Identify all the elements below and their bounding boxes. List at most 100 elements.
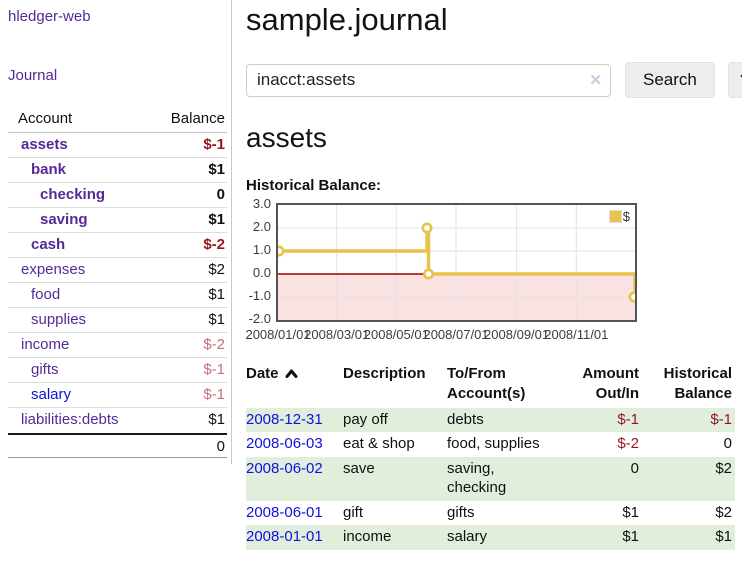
y-tick: -2.0 xyxy=(248,311,271,326)
clear-search-icon[interactable]: ✕ xyxy=(589,71,602,89)
transaction-description: pay off xyxy=(343,410,388,428)
x-tick: 2008/09/01 xyxy=(484,327,550,342)
transaction-date-link[interactable]: 2008-06-03 xyxy=(246,435,323,453)
search-box: ✕ xyxy=(246,63,611,97)
y-tick: 0.0 xyxy=(252,265,271,280)
accounts-table-header: Account Balance xyxy=(8,108,227,133)
register-header-row: Date Description To/From Account(s) Amou… xyxy=(246,362,735,408)
account-row-income: income $-2 xyxy=(8,333,227,358)
account-link-gifts[interactable]: gifts xyxy=(31,361,59,378)
data-point-markers xyxy=(278,222,635,303)
search-form: ✕ Search ? xyxy=(246,62,742,98)
account-balance: $1 xyxy=(208,211,225,228)
register-row[interactable]: 2008-06-02 save saving, checking 0 $2 xyxy=(246,457,735,501)
description-column-header: Description xyxy=(343,365,426,382)
search-input[interactable] xyxy=(246,63,611,97)
account-row-liabilities-debts: liabilities:debts $1 xyxy=(8,408,227,433)
help-button[interactable]: ? xyxy=(727,62,742,98)
search-button[interactable]: Search xyxy=(625,62,715,98)
transaction-description: eat & shop xyxy=(343,435,415,453)
historical-balance-chart: 3.0 2.0 1.0 0.0 -1.0 -2.0 xyxy=(245,196,726,345)
account-balance: $2 xyxy=(208,261,225,278)
account-link-checking[interactable]: checking xyxy=(40,186,106,203)
account-balance: $-2 xyxy=(203,236,225,253)
register-row[interactable]: 2008-06-03 eat & shop food, supplies $-2… xyxy=(246,432,735,457)
transaction-accounts: saving, checking xyxy=(447,460,507,496)
account-link-expenses[interactable]: expenses xyxy=(21,261,86,278)
account-link-bank[interactable]: bank xyxy=(31,161,67,178)
account-link-assets[interactable]: assets xyxy=(21,136,68,153)
sort-ascending-icon xyxy=(285,365,298,382)
account-row-cash: cash $-2 xyxy=(8,233,227,258)
account-link-food[interactable]: food xyxy=(31,286,61,303)
sidebar-item-journal[interactable]: Journal xyxy=(8,67,58,84)
transaction-amount: $1 xyxy=(622,503,639,521)
x-tick: 2008/01/01 xyxy=(245,327,311,342)
transaction-balance: $-1 xyxy=(710,410,732,428)
legend-label: $ xyxy=(622,209,630,224)
transaction-date-link[interactable]: 2008-12-31 xyxy=(246,410,323,428)
account-row-saving: saving $1 xyxy=(8,208,227,233)
transaction-accounts: salary xyxy=(447,528,488,546)
transaction-description: income xyxy=(343,528,392,546)
account-balance: $1 xyxy=(208,311,225,328)
y-tick: -1.0 xyxy=(248,288,271,303)
transaction-amount: $-1 xyxy=(617,410,639,428)
balance-column-header: Balance xyxy=(170,110,225,127)
chart-legend: $ xyxy=(608,209,630,224)
register-row[interactable]: 2008-12-31 pay off debts $-1 $-1 xyxy=(246,407,735,433)
y-tick: 1.0 xyxy=(252,242,271,257)
account-link-cash[interactable]: cash xyxy=(31,236,66,253)
transaction-amount: $-2 xyxy=(617,435,639,453)
accounts-column-header: To/From Account(s) xyxy=(447,365,526,403)
account-balance: 0 xyxy=(216,186,225,203)
account-balance: $-1 xyxy=(203,136,225,153)
account-link-supplies[interactable]: supplies xyxy=(31,311,87,328)
register-row[interactable]: 2008-06-01 gift gifts $1 $2 xyxy=(246,501,735,526)
accounts-total-row: 0 xyxy=(8,433,227,458)
brand-link[interactable]: hledger-web xyxy=(8,8,91,25)
transaction-date-link[interactable]: 2008-06-01 xyxy=(246,503,323,521)
x-tick: 2008/03/01 xyxy=(304,327,370,342)
transaction-date-link[interactable]: 2008-06-02 xyxy=(246,460,323,477)
account-row-supplies: supplies $1 xyxy=(8,308,227,333)
app: hledger-web Journal Account Balance asse… xyxy=(0,0,742,550)
y-tick: 3.0 xyxy=(252,196,271,211)
accounts-table: Account Balance assets $-1 bank $1 check… xyxy=(8,108,227,458)
account-balance: $1 xyxy=(208,411,225,428)
transaction-description: gift xyxy=(343,503,364,521)
sidebar: hledger-web Journal Account Balance asse… xyxy=(0,0,232,464)
transaction-balance: 0 xyxy=(723,435,732,453)
transaction-accounts: debts xyxy=(447,410,484,428)
register-table: Date Description To/From Account(s) Amou… xyxy=(246,362,735,550)
main-content: sample.journal ✕ Search ? assets Histori… xyxy=(232,0,742,550)
chart-title: Historical Balance: xyxy=(246,177,382,194)
account-heading: assets xyxy=(246,122,327,153)
transaction-balance: $1 xyxy=(715,528,732,546)
account-row-gifts: gifts $-1 xyxy=(8,358,227,383)
account-balance: $-2 xyxy=(203,336,225,353)
account-balance: $1 xyxy=(208,286,225,303)
page-title: sample.journal xyxy=(246,2,448,37)
account-link-salary[interactable]: salary xyxy=(31,386,72,403)
account-link-liabilities-debts[interactable]: liabilities:debts xyxy=(21,411,119,428)
transaction-accounts: food, supplies xyxy=(447,435,540,453)
balance-column-header: Historical Balance xyxy=(663,365,732,403)
date-column-header[interactable]: Date xyxy=(246,362,343,408)
transaction-balance: $2 xyxy=(715,503,732,521)
account-row-bank: bank $1 xyxy=(8,158,227,183)
register-row[interactable]: 2008-01-01 income salary $1 $1 xyxy=(246,525,735,550)
x-tick: 2008/11/01 xyxy=(544,327,609,342)
plot-area: $ xyxy=(276,203,637,322)
account-link-saving[interactable]: saving xyxy=(40,211,88,228)
transaction-amount: $1 xyxy=(622,528,639,546)
amount-column-header: Amount Out/In xyxy=(582,365,639,403)
transaction-date-link[interactable]: 2008-01-01 xyxy=(246,528,323,546)
account-column-header: Account xyxy=(18,110,73,127)
account-balance: $-1 xyxy=(203,386,225,403)
transaction-balance: $2 xyxy=(715,460,732,477)
account-row-checking: checking 0 xyxy=(8,183,227,208)
account-link-income[interactable]: income xyxy=(21,336,70,353)
x-tick: 2008/07/01 xyxy=(423,327,489,342)
account-row-food: food $1 xyxy=(8,283,227,308)
